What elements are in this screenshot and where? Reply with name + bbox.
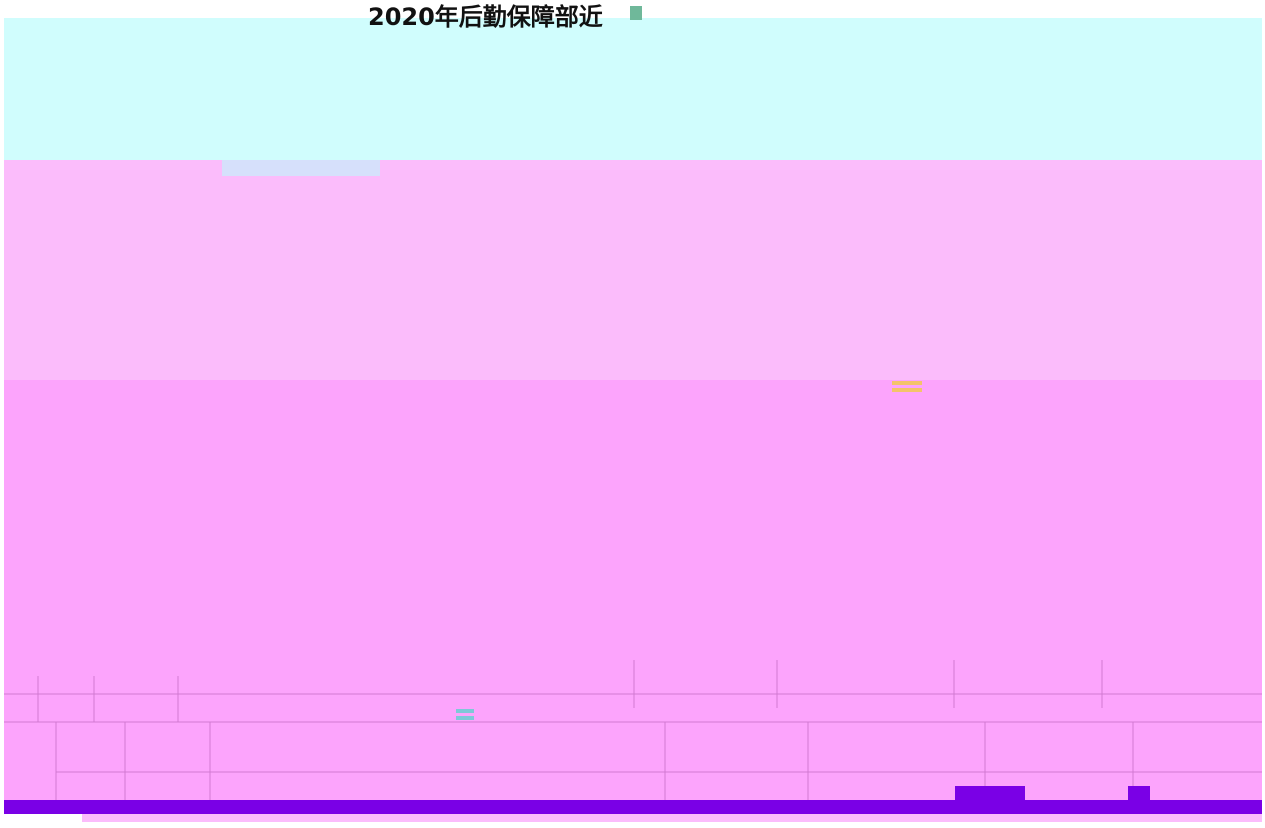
footer-block — [955, 786, 1025, 800]
section-band-edge — [380, 160, 1262, 176]
footer-block — [1128, 786, 1150, 800]
marker — [456, 709, 474, 713]
marker — [456, 716, 474, 720]
cursor-mark — [630, 6, 642, 20]
marker — [892, 388, 922, 392]
header-band — [4, 18, 1262, 161]
page: 2020年后勤保障部近 {"header": {"title": "2020年后… — [0, 0, 1265, 828]
section-band — [4, 176, 1262, 380]
marker — [892, 381, 922, 385]
section-band-edge — [4, 160, 222, 176]
page-title: 2020年后勤保障部近 — [368, 2, 603, 32]
header-patch — [222, 160, 380, 176]
footer-edge — [82, 814, 1262, 822]
footer-strip — [4, 800, 1262, 814]
body-band — [4, 380, 1262, 800]
table-background — [0, 0, 1265, 828]
